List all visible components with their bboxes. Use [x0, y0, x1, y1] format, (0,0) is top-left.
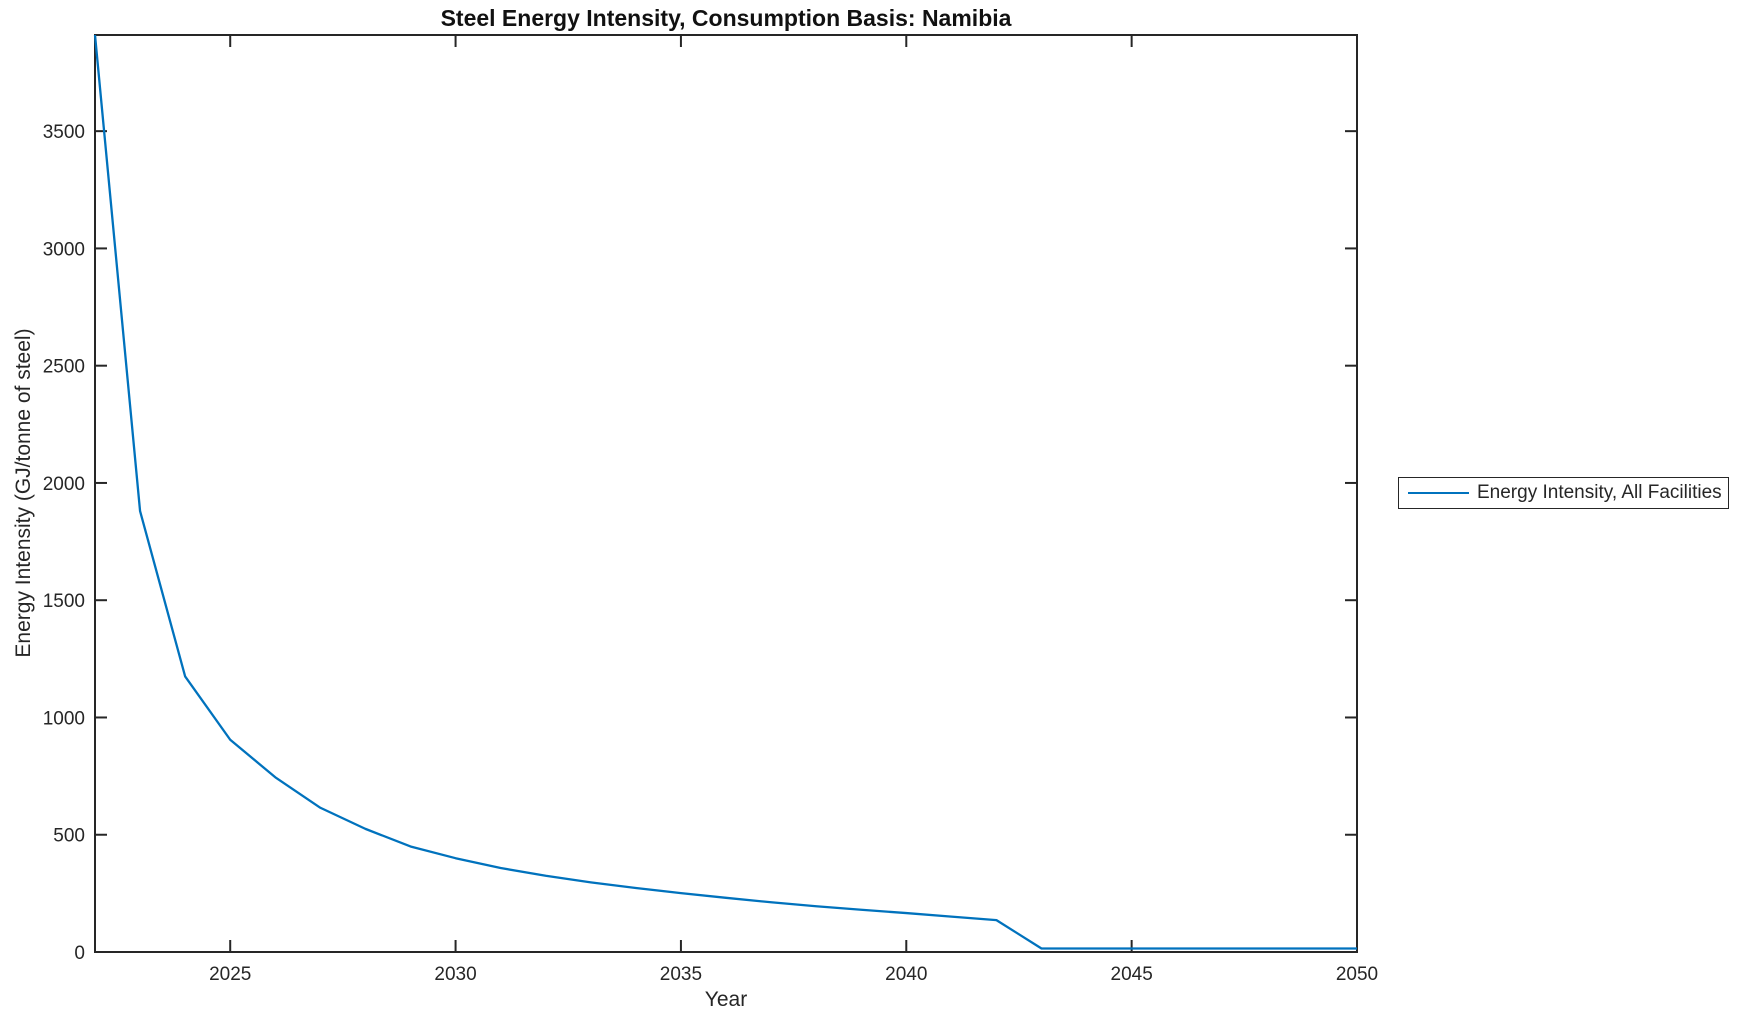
x-tick-label: 2035	[660, 964, 702, 985]
x-tick-label: 2045	[1111, 964, 1153, 985]
y-tick-label: 2000	[43, 474, 85, 495]
y-tick-label: 0	[74, 943, 85, 964]
x-tick-label: 2040	[885, 964, 927, 985]
y-tick-label: 3500	[43, 122, 85, 143]
plot-border	[94, 34, 1358, 953]
y-axis-label: Energy Intensity (GJ/tonne of steel)	[12, 328, 35, 658]
y-tick-label: 500	[53, 826, 85, 847]
x-tick-label: 2025	[209, 964, 251, 985]
y-tick-label: 3000	[43, 239, 85, 260]
chart-title: Steel Energy Intensity, Consumption Basi…	[440, 5, 1012, 31]
x-tick-label: 2050	[1336, 964, 1378, 985]
y-tick-label: 2500	[43, 357, 85, 378]
x-tick-label: 2030	[434, 964, 476, 985]
legend-entry-label: Energy Intensity, All Facilities	[1477, 482, 1722, 503]
series-line-energy-intensity-all-facilities	[93, 34, 1357, 950]
y-tick-label: 1000	[43, 708, 85, 729]
y-tick-label: 1500	[43, 591, 85, 612]
plot-area: 2025 2030 2035 2040 2045 2050 0 500 1000 1500 2000…	[43, 34, 1378, 985]
legend: Energy Intensity, All Facilities	[1398, 477, 1729, 509]
legend-line-sample	[1408, 492, 1469, 494]
x-axis-label: Year	[704, 988, 748, 1011]
